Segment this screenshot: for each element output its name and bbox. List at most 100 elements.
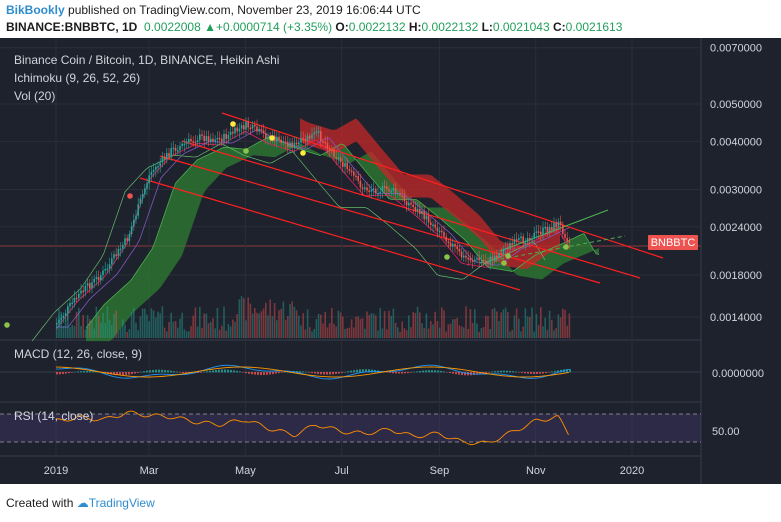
author-name[interactable]: BikBookly [6, 3, 65, 17]
candle-body [75, 297, 78, 300]
volume-bar [260, 311, 263, 338]
legend-macd[interactable]: MACD (12, 26, close, 9) [14, 347, 142, 361]
macd-histogram-bar [395, 372, 397, 374]
volume-bar [80, 325, 82, 338]
candle-body [434, 224, 436, 228]
candle-body [152, 169, 155, 172]
candle-body [489, 256, 491, 264]
volume-bar [438, 327, 441, 338]
candle-body [78, 293, 80, 298]
macd-histogram-bar [557, 370, 559, 373]
candle-body [247, 121, 249, 128]
volume-bar [190, 325, 192, 338]
candle-body [201, 134, 203, 136]
volume-bar [146, 314, 148, 338]
candle-body [309, 135, 311, 139]
volume-bar [240, 296, 243, 338]
legend-rsi[interactable]: RSI (14, close) [14, 409, 93, 423]
candle-body [170, 148, 172, 157]
candle-body [280, 139, 282, 144]
volume-bar [392, 308, 395, 338]
volume-bar [295, 310, 298, 338]
volume-bar [157, 311, 159, 338]
tradingview-brand[interactable]: TradingView [88, 496, 155, 510]
candle-body [172, 147, 175, 150]
macd-histogram-bar [161, 369, 163, 373]
candle-body [236, 127, 238, 132]
macd-histogram-bar [224, 369, 226, 373]
candle-body [304, 138, 307, 141]
macd-histogram-bar [476, 372, 478, 375]
macd-histogram-bar [203, 371, 205, 373]
x-tick-label: Nov [526, 465, 546, 477]
volume-bar [423, 327, 425, 338]
macd-histogram-bar [503, 370, 505, 373]
volume-bar [271, 316, 274, 338]
volume-bar [287, 316, 289, 338]
volume-bar [113, 313, 115, 338]
candle-body [212, 138, 214, 142]
chart-canvas[interactable]: 0.0070000 0.0050000 0.0040000 0.0030000 0.00… [0, 38, 781, 484]
candle-body [392, 188, 395, 191]
candle-body [203, 135, 205, 142]
volume-bar [194, 307, 197, 338]
macd-histogram-bar [530, 372, 532, 374]
macd-histogram-bar [302, 371, 304, 373]
candle-body [425, 215, 428, 220]
volume-bar [106, 306, 109, 338]
macd-histogram-bar [155, 369, 157, 373]
macd-histogram-bar [233, 370, 235, 373]
volume-bar [104, 322, 106, 338]
volume-bar [313, 328, 315, 338]
signal-marker [269, 135, 275, 141]
macd-histogram-bar [170, 370, 172, 373]
macd-histogram-bar [494, 371, 496, 373]
candle-body [144, 188, 146, 195]
macd-histogram-bar [146, 370, 148, 373]
candle-body [381, 186, 384, 192]
volume-bar [97, 315, 100, 338]
candle-body [192, 141, 194, 143]
candle-body [507, 248, 509, 250]
volume-bar [500, 312, 502, 338]
macd-histogram-bar [257, 372, 259, 375]
volume-bar [465, 306, 467, 338]
volume-bar [225, 330, 227, 338]
price-tag-label: BNBBTC [651, 237, 696, 249]
candle-body [258, 129, 260, 132]
macd-histogram-bar [527, 372, 529, 374]
volume-bar [388, 310, 390, 338]
volume-bar [227, 323, 230, 338]
volume-bar [366, 311, 368, 338]
macd-histogram-bar [215, 370, 217, 373]
candle-body [166, 153, 168, 160]
macd-histogram-bar [245, 372, 247, 374]
candle-body [181, 143, 183, 147]
macd-histogram-bar [83, 370, 85, 373]
candle-body [357, 176, 359, 181]
candle-body [463, 255, 465, 258]
volume-bar [372, 313, 375, 338]
candle-body [467, 257, 469, 260]
volume-bar [93, 328, 95, 338]
volume-bar [524, 308, 527, 338]
volume-bar [537, 325, 540, 338]
legend-ichimoku[interactable]: Ichimoku (9, 26, 52, 26) [14, 71, 140, 85]
volume-bar [64, 319, 67, 338]
volume-bar [419, 312, 421, 338]
candle-body [441, 230, 443, 233]
macd-histogram-bar [407, 372, 409, 374]
candle-body [260, 129, 263, 131]
legend-volume[interactable]: Vol (20) [14, 89, 55, 103]
candle-body [513, 239, 516, 244]
volume-bar [339, 312, 342, 338]
candle-body [399, 192, 401, 196]
candle-body [188, 138, 190, 143]
volume-bar [434, 311, 436, 338]
candle-body [221, 138, 223, 142]
macd-histogram-bar [113, 372, 115, 375]
candle-body [69, 303, 71, 307]
volume-bar [130, 312, 133, 338]
candle-body [346, 163, 348, 170]
candle-body [278, 136, 280, 140]
